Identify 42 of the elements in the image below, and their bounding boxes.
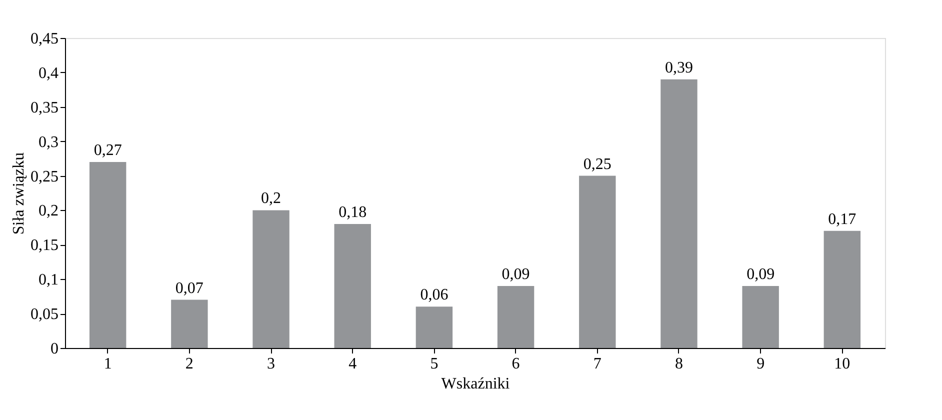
x-tick-label: 5 [430,356,438,372]
y-tick-label: 0,2 [38,202,58,220]
x-tick-label: 10 [834,356,850,372]
data-label: 0,07 [175,280,204,297]
x-tick-label: 2 [185,356,194,372]
bar [334,224,371,348]
y-tick-label: 0,15 [30,237,58,254]
y-tick-label: 0,1 [38,272,58,289]
data-label: 0,18 [338,204,367,221]
bar [416,306,453,348]
bar [252,210,290,348]
bar [824,230,861,348]
x-tick-label: 8 [674,356,683,372]
bar [89,162,126,348]
data-label: 0,09 [502,266,530,283]
x-tick-label: 1 [104,356,112,372]
data-label: 0,25 [583,156,612,173]
y-axis-title: Siła związku [10,152,28,235]
bar [171,300,208,348]
data-label: 0,39 [664,59,693,76]
bar [660,79,698,348]
y-tick-label: 0,3 [38,134,58,151]
x-tick-label: 6 [512,356,520,372]
x-axis-title: Wskaźniki [441,376,510,392]
data-label: 0,27 [94,142,122,159]
data-label: 0,2 [261,190,282,208]
x-tick-label: 9 [756,356,765,372]
bar [497,286,534,348]
x-tick-label: 3 [267,356,276,372]
data-label: 0,09 [746,266,775,283]
x-tick-label: 4 [348,356,357,372]
data-label: 0,06 [420,286,448,304]
y-tick-label: 0 [50,340,58,358]
y-tick-label: 0,05 [30,306,58,324]
bar [579,176,616,348]
data-label: 0,17 [828,210,856,228]
bar [742,286,779,348]
y-tick-label: 0,4 [38,64,58,82]
y-tick-label: 0,45 [30,30,58,48]
x-tick-label: 7 [593,356,602,372]
y-tick-label: 0,35 [30,99,58,116]
y-tick-label: 0,25 [30,168,58,186]
